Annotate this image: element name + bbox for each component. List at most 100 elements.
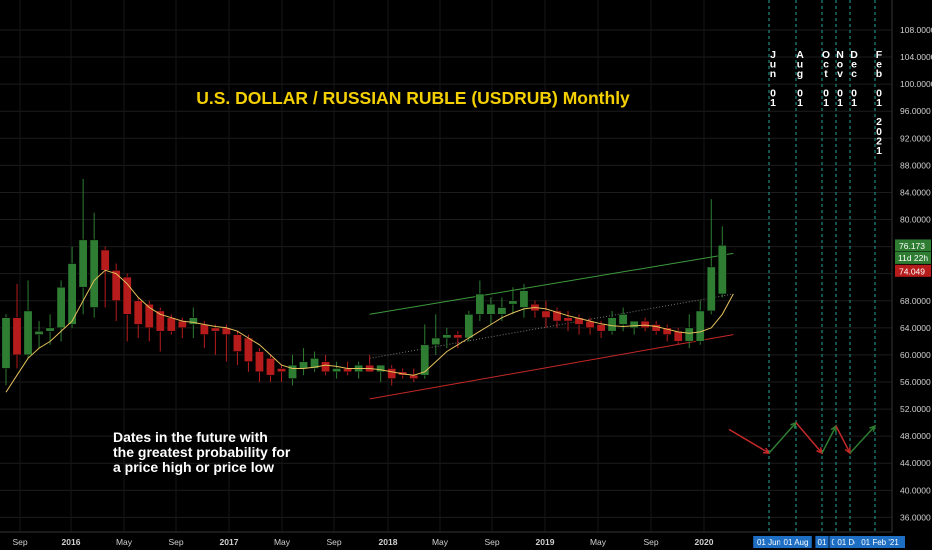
y-tick-label: 104.0000 [900,52,932,62]
candle-body [166,317,176,332]
candle-body [541,310,551,318]
last-price-label-bg [895,239,931,252]
y-tick-label: 52.0000 [900,404,931,414]
y-tick-label: 96.0000 [900,106,931,116]
future-axis-label-bg [780,536,812,548]
countdown-label: 11d 22h [898,253,928,263]
future-date-char: b [876,68,882,80]
candle-body [265,358,275,376]
candle-body [310,358,320,369]
future-date-char: 0 [797,87,803,99]
y-tick-label: 80.0000 [900,215,931,225]
future-date-char: J [770,49,776,61]
x-tick-label: 2016 [62,537,81,547]
candle-body [651,324,661,332]
candle-body [1,317,11,369]
candle-body [453,334,463,339]
annotation-line: the greatest probability for [113,444,291,460]
x-tick-label: Sep [643,537,658,547]
channel-upper-line [369,252,734,315]
candle-body [210,327,220,332]
x-tick-label: Sep [12,537,27,547]
future-date-char: N [836,49,844,61]
moving-average [5,269,734,393]
x-tick-label: 2020 [695,537,714,547]
candle-body [574,317,584,325]
candle-body [155,310,165,332]
y-tick-label: 40.0000 [900,485,931,495]
zigzag-segment [728,428,770,454]
zigzag-segment [849,425,876,454]
zigzag-segment [795,422,823,454]
future-date-char: 1 [797,97,803,109]
future-date-char: 2 [876,135,882,147]
y-tick-label: 64.0000 [900,323,931,333]
y-tick-label: 60.0000 [900,350,931,360]
y-tick-label: 56.0000 [900,377,931,387]
future-date-char: g [797,68,803,80]
x-tick-label: Sep [484,537,499,547]
candle-body [673,330,683,342]
x-tick-label: 2019 [536,537,555,547]
future-date-char: 2 [876,116,882,128]
x-tick-label: May [590,537,607,547]
annotation-text: Dates in the future with the greatest pr… [113,429,294,475]
candle-body [695,310,705,342]
future-date-char: u [770,59,776,71]
candle-body [243,337,253,362]
candle-body [133,300,143,325]
future-date-char: t [824,68,828,80]
x-tick-label: May [116,537,133,547]
candle-body [67,263,77,325]
future-date-char: 1 [823,97,829,109]
chart-title: U.S. DOLLAR / RUSSIAN RUBLE (USDRUB) Mon… [196,88,630,108]
future-axis-label: 01 Aug [784,538,809,547]
future-date-char: 0 [876,87,882,99]
prev-price-label-bg [895,264,931,277]
candle-body [177,320,187,329]
y-tick-label: 68.0000 [900,296,931,306]
future-date-char: n [770,68,776,80]
moving-average-line [5,269,734,393]
candle-body [442,334,452,339]
x-tick-label: 2018 [379,537,398,547]
price-axis: 36.0000 40.0000 44.0000 48.0000 52.0000 56.00… [891,0,932,532]
candle-body [486,303,496,315]
candle-body [89,239,99,308]
candle-body [662,327,672,335]
candle-body [12,317,22,356]
y-tick-label: 48.0000 [900,431,931,441]
candle-body [299,361,309,369]
prev-price-label: 74.049 [899,266,925,276]
channel-lower-line [369,334,734,400]
candle-body [254,351,264,373]
future-date-char: e [876,59,882,71]
candle-body [464,313,474,339]
candle-body [519,290,529,308]
future-date-char: u [797,59,803,71]
countdown-label-bg [895,251,931,264]
candle-body [100,249,110,271]
candle-body [288,364,298,379]
candle-body [34,330,44,335]
x-tick-label: May [274,537,291,547]
candle-body [552,310,562,322]
candle-body [56,286,66,329]
future-date-char: v [837,68,843,80]
future-date-char: e [851,59,857,71]
candle-body [640,320,650,329]
candle-body [111,269,121,302]
candle-body [332,368,342,373]
candle-body [199,324,209,335]
x-tick-label: May [432,537,449,547]
future-axis-label: 01 Dec [837,538,862,547]
future-date-char: 1 [770,97,776,109]
candle-body [717,244,727,295]
future-axis-label: 01 [818,538,827,547]
candle-body [618,313,628,325]
future-axis-label: 01 Feb '21 [861,538,899,547]
future-date-char: 0 [837,87,843,99]
future-date-char: c [823,59,829,71]
